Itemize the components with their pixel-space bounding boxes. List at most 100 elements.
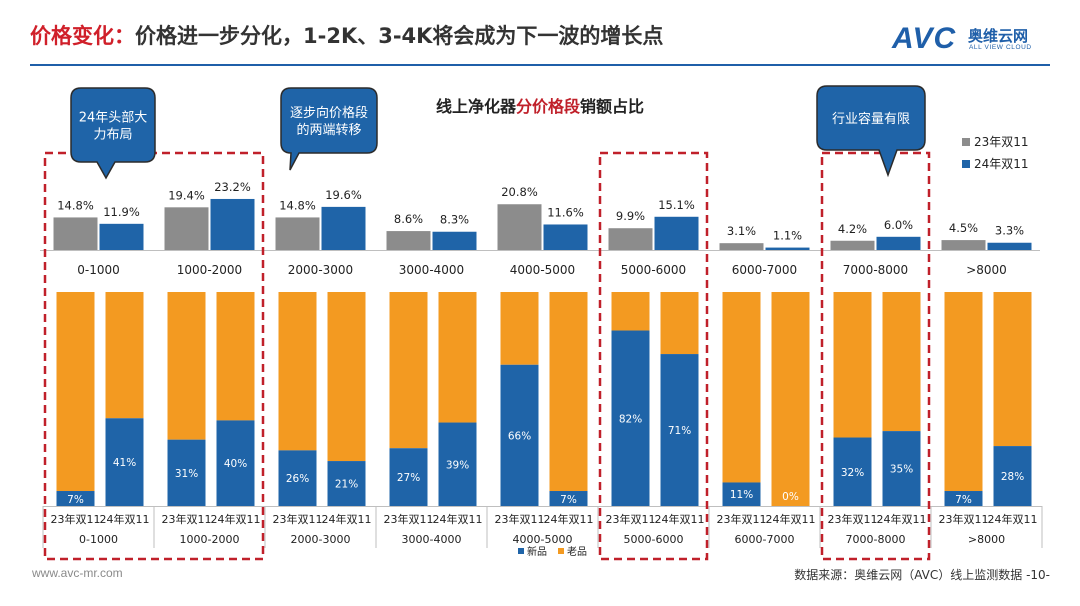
top-bar-23-1 bbox=[164, 207, 209, 250]
old-product-bar-0-0 bbox=[56, 292, 95, 492]
sub-category-label: 23年双11 bbox=[51, 512, 101, 526]
sub-category-label: 23年双11 bbox=[828, 512, 878, 526]
sub-category-label: 24年双11 bbox=[211, 512, 261, 526]
bottom-category-label: >8000 bbox=[968, 533, 1005, 546]
sub-category-label: 24年双11 bbox=[100, 512, 150, 526]
top-category-label: 0-1000 bbox=[77, 263, 120, 277]
top-bar-24-6 bbox=[765, 247, 810, 250]
old-product-bar-5-1 bbox=[660, 292, 699, 355]
top-bar-23-7 bbox=[830, 240, 875, 250]
old-product-bar-6-1 bbox=[771, 292, 810, 506]
old-product-bar-8-0 bbox=[944, 292, 983, 492]
callout-bubble-2: 行业容量有限 bbox=[816, 85, 926, 178]
new-product-bar-1-0 bbox=[167, 439, 206, 506]
top-category-label: 2000-3000 bbox=[288, 263, 353, 277]
new-product-bar-7-1 bbox=[882, 431, 921, 506]
highlight-box-2 bbox=[820, 151, 931, 561]
bottom-category-label: 2000-3000 bbox=[291, 533, 351, 546]
top-data-label: 20.8% bbox=[501, 185, 538, 199]
new-product-label: 26% bbox=[286, 473, 309, 485]
new-product-bar-4-1 bbox=[549, 491, 588, 506]
top-data-label: 4.2% bbox=[838, 222, 867, 236]
new-product-label: 40% bbox=[224, 458, 247, 470]
bottom-category-label: 3000-4000 bbox=[402, 533, 462, 546]
new-product-bar-7-0 bbox=[833, 437, 872, 506]
top-data-label: 4.5% bbox=[949, 221, 978, 235]
top-legend: 23年双11 24年双11 bbox=[962, 135, 1029, 171]
old-product-bar-0-1 bbox=[105, 292, 144, 419]
new-product-bar-5-1 bbox=[660, 354, 699, 506]
chart-title: 线上净化器分价格段销额占比 bbox=[436, 97, 644, 116]
new-product-label: 27% bbox=[397, 472, 420, 484]
old-product-bar-2-0 bbox=[278, 292, 317, 451]
legend-label-0: 23年双11 bbox=[974, 135, 1029, 149]
old-product-bar-3-1 bbox=[438, 292, 477, 423]
chart-title-highlight: 分价格段 bbox=[516, 97, 581, 116]
logo-brand: AVC bbox=[892, 22, 957, 55]
top-data-label: 9.9% bbox=[616, 209, 645, 223]
stacked-bar-chart: 7% 23年双11 41% 24年双11 0-1000 31% 23年双11 40% 24年双1… bbox=[42, 292, 1043, 558]
top-data-label: 23.2% bbox=[214, 180, 251, 194]
sub-category-label: 24年双11 bbox=[322, 512, 372, 526]
top-data-label: 19.6% bbox=[325, 188, 362, 202]
top-bar-23-8 bbox=[941, 240, 986, 250]
top-data-label: 3.1% bbox=[727, 224, 756, 238]
bottom-category-label: 7000-8000 bbox=[846, 533, 906, 546]
new-product-label: 35% bbox=[890, 464, 913, 476]
chart-title-part1: 线上净化器 bbox=[436, 97, 517, 116]
bottom-category-label: 5000-6000 bbox=[624, 533, 684, 546]
new-product-label: 21% bbox=[335, 479, 358, 491]
bottom-legend-label-0: 新品 bbox=[527, 545, 547, 558]
top-bar-23-0 bbox=[53, 217, 98, 250]
top-category-label: 4000-5000 bbox=[510, 263, 575, 277]
new-product-bar-3-0 bbox=[389, 448, 428, 506]
new-product-label: 41% bbox=[113, 457, 136, 469]
old-product-bar-1-0 bbox=[167, 292, 206, 440]
bottom-category-label: 6000-7000 bbox=[735, 533, 795, 546]
footer-source: 数据来源：奥维云网（AVC）线上监测数据 -10- bbox=[794, 568, 1050, 582]
top-category-label: 6000-7000 bbox=[732, 263, 797, 277]
top-data-label: 15.1% bbox=[658, 198, 695, 212]
new-product-bar-2-1 bbox=[327, 461, 366, 506]
top-category-label: >8000 bbox=[966, 263, 1007, 277]
footer-website: www.avc-mr.com bbox=[32, 566, 123, 580]
new-product-bar-0-1 bbox=[105, 418, 144, 506]
top-bar-24-2 bbox=[321, 206, 366, 250]
top-data-label: 1.1% bbox=[773, 229, 802, 243]
top-data-label: 3.3% bbox=[995, 224, 1024, 238]
top-bar-24-1 bbox=[210, 198, 255, 250]
legend-label-1: 24年双11 bbox=[974, 157, 1029, 171]
old-product-bar-6-0 bbox=[722, 292, 761, 483]
new-product-label: 11% bbox=[730, 489, 753, 501]
old-product-bar-2-1 bbox=[327, 292, 366, 462]
sub-category-label: 23年双11 bbox=[162, 512, 212, 526]
sub-category-label: 24年双11 bbox=[433, 512, 483, 526]
bottom-legend-swatch-0 bbox=[518, 548, 524, 554]
new-product-label: 32% bbox=[841, 467, 864, 479]
sub-category-label: 23年双11 bbox=[384, 512, 434, 526]
callout-text: 24年头部大 bbox=[79, 111, 148, 126]
new-product-label: 28% bbox=[1001, 471, 1024, 483]
old-product-bar-4-0 bbox=[500, 292, 539, 365]
top-bar-23-6 bbox=[719, 243, 764, 250]
chart-title-part2: 销额占比 bbox=[580, 97, 644, 116]
title-rest: 价格进一步分化，1-2K、3-4K将会成为下一波的增长点 bbox=[135, 24, 664, 48]
sub-category-label: 23年双11 bbox=[495, 512, 545, 526]
avc-logo: AVC 奥维云网 ALL VIEW CLOUD bbox=[892, 22, 1062, 62]
new-product-bar-1-1 bbox=[216, 420, 255, 506]
callout-text: 的两端转移 bbox=[296, 122, 361, 138]
top-bar-24-0 bbox=[99, 223, 144, 250]
top-bar-24-5 bbox=[654, 216, 699, 250]
sub-category-label: 23年双11 bbox=[717, 512, 767, 526]
old-product-bar-4-1 bbox=[549, 292, 588, 492]
bottom-legend-label-1: 老品 bbox=[567, 545, 587, 558]
top-bar-24-8 bbox=[987, 242, 1032, 250]
new-product-label: 82% bbox=[619, 413, 642, 425]
highlight-box-1 bbox=[598, 151, 709, 561]
bottom-legend: 新品 老品 bbox=[518, 545, 587, 558]
top-bar-23-4 bbox=[497, 204, 542, 250]
top-bar-chart: 线上净化器分价格段销额占比 14.8% 11.9% 0-1000 19.4% 23.2% 1… bbox=[40, 97, 1040, 277]
